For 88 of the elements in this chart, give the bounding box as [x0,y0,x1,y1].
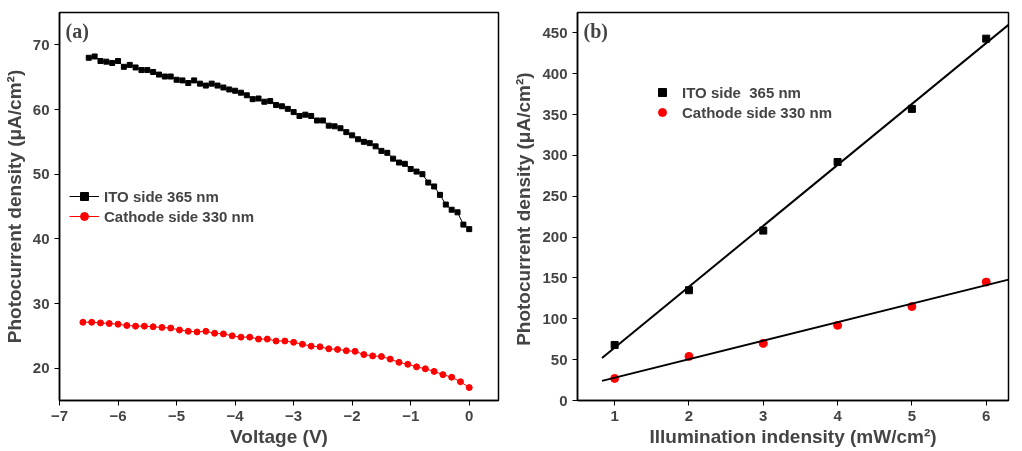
point [413,363,421,371]
point [219,330,227,338]
x-axis-title: Illumination indensity (mW/cm²) [649,425,937,447]
x-tick-label: −6 [109,406,127,424]
point [421,365,429,373]
x-tick-label: 5 [907,406,917,424]
point [456,378,464,386]
point [360,351,368,359]
x-tick-label: 1 [610,406,619,424]
point [193,328,201,336]
point [202,327,210,335]
point [448,373,456,381]
x-tick-label: −4 [226,406,245,424]
legend-label: Cathode side 330 nm [682,103,833,121]
point [272,337,280,345]
point [369,352,377,360]
point [211,329,219,337]
annotation: (b) [583,19,608,43]
point [158,323,166,331]
point [132,322,140,330]
point [184,327,192,335]
y-tick-label: 20 [32,359,50,377]
point [105,320,113,328]
legend-label: ITO side 365 nm [104,187,219,205]
point [96,319,104,327]
point [79,318,87,326]
point [325,345,333,353]
point [298,340,306,348]
point [334,345,342,353]
point [167,324,175,332]
point [114,320,122,328]
y-tick-label: 200 [542,228,568,246]
y-tick-label: 250 [542,187,568,205]
y-tick-label: 30 [32,294,50,312]
annotation: (a) [65,19,89,43]
x-tick-label: 4 [833,406,843,424]
point [281,337,289,345]
y-tick-label: 50 [32,165,50,183]
y-tick-label: 0 [559,391,568,409]
point [88,318,96,326]
point [123,321,131,329]
x-tick-label: −2 [343,406,361,424]
point [342,347,350,355]
legend-label: ITO side 365 nm [682,83,801,101]
point [307,342,315,350]
point [907,104,916,113]
y-tick-label: 150 [542,268,568,286]
legend-label: Cathode side 330 nm [104,207,255,225]
y-axis-title: Photocurrent density (μA/cm²) [513,72,535,346]
y-tick-label: 450 [542,23,568,41]
point [404,360,412,368]
point [140,322,148,330]
x-tick-label: 0 [465,406,474,424]
y-tick-label: 40 [32,229,50,247]
point [246,333,254,341]
point [228,332,236,340]
point [255,335,263,343]
x-tick-label: −7 [50,406,69,424]
x-tick-label: −3 [285,406,303,424]
point [439,371,447,379]
point [175,326,183,334]
x-axis-title: Voltage (V) [230,425,328,447]
point [316,343,324,351]
y-tick-label: 350 [542,105,568,123]
point [237,333,245,341]
x-tick-label: −1 [402,406,420,424]
point [465,384,473,392]
y-tick-label: 100 [542,309,568,327]
point [377,353,385,361]
point [351,347,359,355]
x-tick-label: −5 [168,406,186,424]
x-tick-label: 3 [759,406,768,424]
y-tick-label: 60 [32,100,50,118]
y-tick-label: 400 [542,64,568,82]
y-tick-label: 70 [32,35,50,53]
point [982,34,991,43]
x-tick-label: 2 [684,406,694,424]
point [263,335,271,343]
point [395,358,403,366]
point [430,367,438,375]
point [759,226,768,235]
x-tick-label: 6 [982,406,991,424]
point [149,323,157,331]
point [290,338,298,346]
y-axis-title: Photocurrent density (μA/cm²) [3,69,25,344]
point [386,355,394,363]
y-tick-label: 50 [550,350,568,368]
y-tick-label: 300 [542,146,568,164]
